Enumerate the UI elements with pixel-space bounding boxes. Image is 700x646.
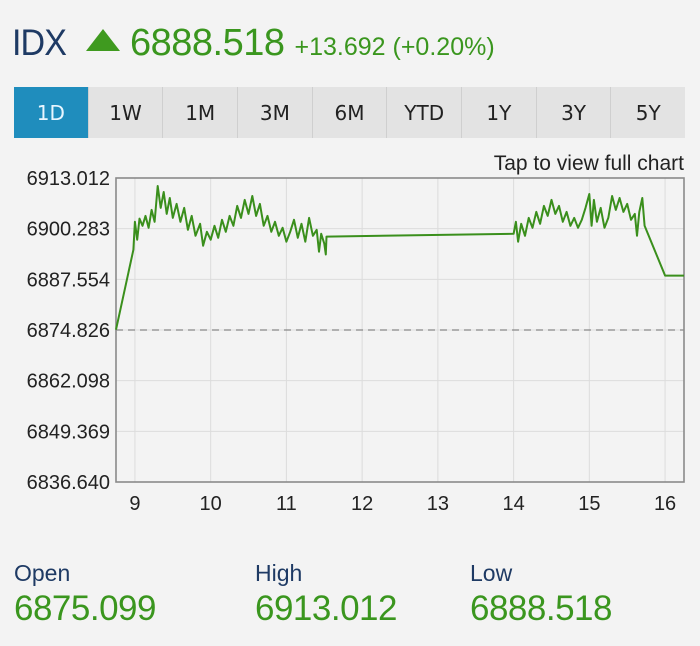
y-axis-tick-label: 6913.012 [27,168,110,190]
last-price: 6888.518 [130,22,285,64]
low-label: Low [470,560,513,586]
price-change: +13.692 (+0.20%) [294,33,495,61]
up-triangle-icon [86,29,120,51]
x-axis-tick-label: 15 [578,493,600,515]
x-axis-tick-label: 11 [276,493,297,515]
low-value: 6888.518 [470,589,612,628]
x-axis-tick-label: 16 [654,493,676,515]
plot-frame [115,177,685,483]
tab-ytd[interactable]: YTD [387,87,463,138]
x-axis-tick-label: 9 [129,493,140,515]
ticker-symbol: IDX [12,22,67,63]
high-stat: High 6913.012 [255,560,397,629]
tab-1y[interactable]: 1Y [462,87,537,138]
tab-1m[interactable]: 1M [163,87,239,138]
high-label: High [255,560,303,586]
y-axis-tick-label: 6900.283 [27,219,110,241]
price-line [115,185,684,330]
range-tabs: 1D 1W 1M 3M 6M YTD 1Y 3Y 5Y [14,87,685,138]
tab-1d[interactable]: 1D [14,87,89,138]
y-axis-tick-label: 6887.554 [27,269,110,291]
x-axis-tick-label: 13 [427,493,449,515]
x-axis-tick-label: 12 [351,493,373,515]
quote-header: IDX 6888.518 +13.692 (+0.20%) [12,22,495,68]
x-axis-tick-label: 10 [200,493,222,515]
tab-5y[interactable]: 5Y [635,100,661,125]
tab-1w[interactable]: 1W [89,87,164,138]
x-axis-tick-label: 14 [502,493,524,515]
y-axis-tick-label: 6862.098 [27,371,110,393]
open-value: 6875.099 [14,589,156,628]
open-label: Open [14,560,71,586]
y-axis-tick-label: 6836.640 [27,472,110,494]
tab-3m[interactable]: 3M [238,87,313,138]
tab-3y[interactable]: 3Y [537,87,612,138]
price-chart[interactable]: 9 10 11 12 13 14 15 16 6913.012 6900.283 6887.554 6… [0,0,700,546]
open-stat: Open 6875.099 [14,560,156,629]
high-value: 6913.012 [255,589,397,628]
view-full-chart-link[interactable]: Tap to view full chart [493,152,684,175]
low-stat: Low 6888.518 [470,560,612,629]
y-axis-tick-label: 6849.369 [27,421,110,443]
tab-6m[interactable]: 6M [313,87,388,138]
y-axis-tick-label: 6874.826 [27,320,110,342]
